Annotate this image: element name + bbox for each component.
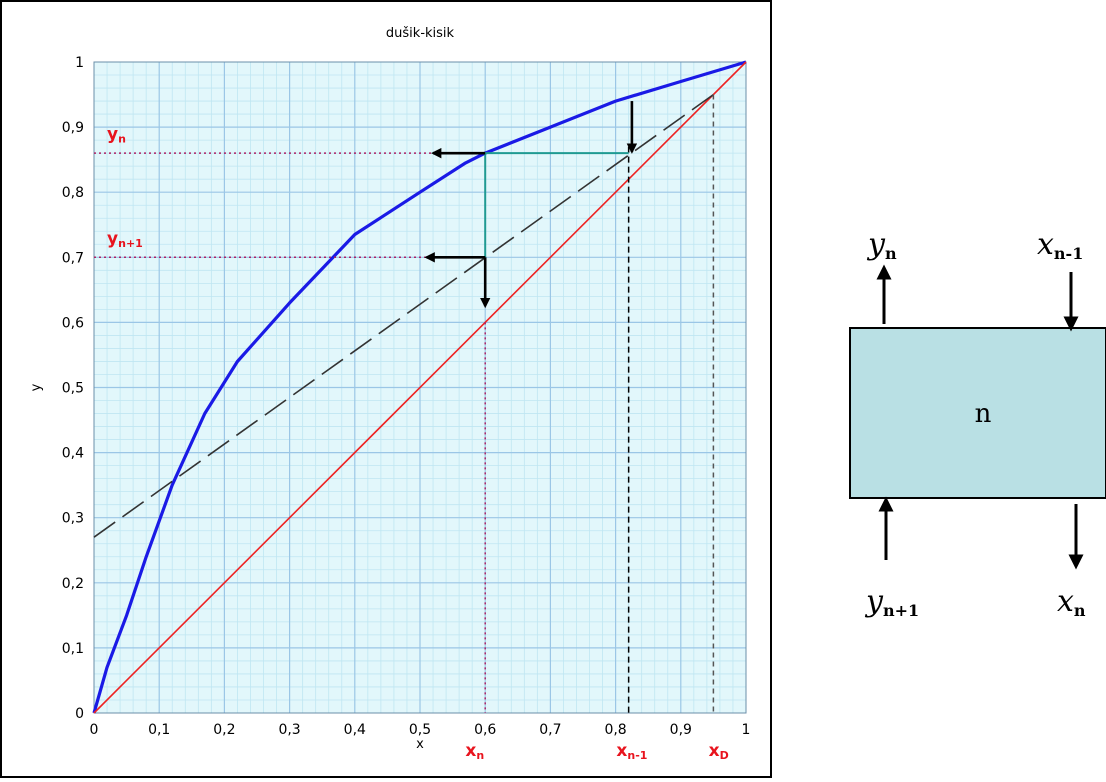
- x-tick-label: 0,8: [604, 722, 626, 738]
- stage-label-xn-1: xn-1: [1037, 227, 1083, 263]
- stair-step: [484, 152, 629, 258]
- y-tick-label: 0,3: [62, 511, 84, 527]
- chart-title: dušik-kisik: [386, 26, 455, 41]
- annotation-x-n-1: xn-1: [616, 741, 647, 762]
- annotation-x-n: xn: [465, 741, 484, 762]
- diagonal-line: [93, 61, 747, 714]
- construction-layer: [94, 94, 715, 713]
- annotation-y-n: yn: [107, 125, 126, 146]
- y-tick-label: 0,1: [62, 641, 84, 657]
- y-tick-label: 1: [75, 55, 84, 71]
- y-tick-label: 0,2: [62, 576, 84, 592]
- series-layer: [92, 60, 747, 714]
- annotation-y-n1: yn+1: [107, 229, 143, 250]
- y-tick-label: 0,7: [62, 250, 84, 266]
- stage-label-yn: yn: [866, 227, 897, 263]
- x-tick-label: 0,9: [670, 722, 692, 738]
- x-tick-label: 1: [742, 722, 751, 738]
- operating-line: [93, 93, 714, 538]
- equilibrium-chart: 0 0,1 0,2 0,3 0,4 0,5 0,6 0,7 0,8 0,9 1 0 0,1 0,2 0,3 0…: [0, 0, 772, 778]
- x-tick-label: 0,1: [148, 722, 170, 738]
- stage-box: [849, 327, 1106, 499]
- plot-border: [93, 61, 747, 714]
- y-tick-label: 0,4: [62, 446, 84, 462]
- x-tick-label: 0,6: [474, 722, 496, 738]
- y-tick-label: 0,6: [62, 315, 84, 331]
- x-tick-label: 0,3: [278, 722, 300, 738]
- stage-label-yn1: yn+1: [864, 584, 919, 620]
- stage-diagram: n yn xn-1 yn+1 xn: [780, 0, 1106, 778]
- axis-layer: 0 0,1 0,2 0,3 0,4 0,5 0,6 0,7 0,8 0,9 1 0 0,1 0,2 0,3 0…: [29, 26, 750, 752]
- y-tick-label: 0,8: [62, 185, 84, 201]
- x-tick-label: 0: [90, 722, 99, 738]
- x-tick-label: 0,7: [539, 722, 561, 738]
- x-tick-label: 0,2: [213, 722, 235, 738]
- x-axis-label: x: [416, 737, 424, 752]
- annotation-x-d: xD: [709, 741, 729, 762]
- y-tick-label: 0: [75, 706, 84, 722]
- y-tick-label: 0,9: [62, 120, 84, 136]
- annotation-layer: yn yn+1 xn xn-1 xD: [107, 125, 729, 762]
- equilibrium-curve: [92, 60, 747, 714]
- chart-svg: 0 0,1 0,2 0,3 0,4 0,5 0,6 0,7 0,8 0,9 1 0 0,1 0,2 0,3 0…: [0, 0, 772, 778]
- x-tick-label: 0,4: [344, 722, 366, 738]
- stage-label: n: [975, 399, 992, 429]
- y-axis-label: y: [29, 383, 44, 391]
- stage-svg: n yn xn-1 yn+1 xn: [849, 227, 1106, 620]
- stage-label-xn: xn: [1057, 584, 1086, 620]
- y-tick-label: 0,5: [62, 381, 84, 397]
- x-tick-label: 0,5: [409, 722, 431, 738]
